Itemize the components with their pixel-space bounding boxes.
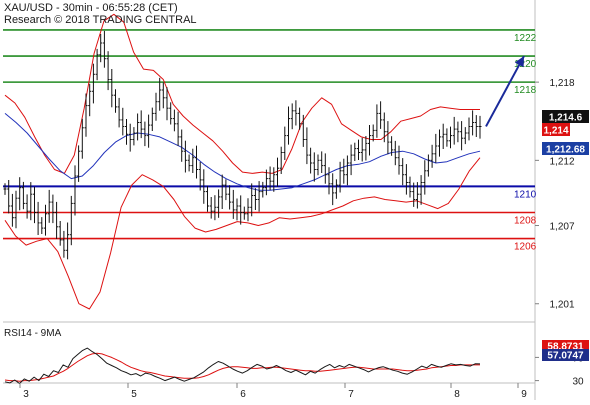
level-label-1208: 1208 (514, 215, 537, 226)
chart-symbol-title: XAU/USD - 30min - 06:55:28 (CET) (4, 2, 178, 14)
moving-average-badge-box (542, 142, 589, 155)
levels-layer: 1222 1220 1218 1210 1208 1206 (3, 29, 537, 253)
rsi-panel-title: RSI14 - 9MA (4, 328, 62, 339)
price-axis-tick-label: 1,207 (549, 222, 574, 233)
chart-credit-line: Research © 2018 TRADING CENTRAL (4, 14, 197, 26)
level-label-1218: 1218 (514, 85, 537, 96)
bid-price-badge-label: 1,214 (543, 126, 568, 137)
rsi-ma-value-badge-label: 57.0747 (547, 351, 584, 362)
x-axis-tick-label: 5 (131, 389, 137, 400)
x-axis-tick-label: 8 (454, 389, 460, 400)
bollinger-layer (4, 13, 481, 310)
price-axis-badges: 1,214.6 1,214 1,212.68 (542, 110, 589, 156)
price-axis-tick-label: 1,201 (549, 300, 574, 311)
bid-price-badge-box (542, 123, 570, 136)
x-axis-tick-label: 9 (521, 389, 527, 400)
rsi-line (4, 347, 481, 384)
x-axis-ticks: 3 5 6 7 8 9 (19, 383, 527, 400)
level-label-1220: 1220 (514, 59, 537, 70)
price-axis-ticks: 1,218 1,212 1,207 1,201 (535, 78, 575, 311)
x-axis-tick-label: 3 (23, 389, 29, 400)
moving-average-badge-label: 1,212.68 (546, 145, 585, 156)
x-axis-tick-label: 7 (348, 389, 354, 400)
x-axis-tick-label: 6 (240, 389, 246, 400)
rsi-ma-value-badge-box (542, 349, 589, 361)
rsi-lines-layer (4, 347, 481, 384)
level-label-1222: 1222 (514, 33, 537, 44)
bollinger-upper-line (4, 13, 480, 174)
price-axis-tick-label: 1,212 (549, 156, 574, 167)
level-label-1210: 1210 (514, 189, 537, 200)
current-price-badge-box (542, 110, 589, 123)
current-price-badge-label: 1,214.6 (549, 113, 583, 124)
price-bars-layer (3, 30, 482, 260)
projection-arrow-head (514, 56, 524, 68)
rsi-axis-tick-label: 30 (572, 377, 584, 388)
moving-average-line (4, 113, 481, 191)
projection-arrow-shaft (485, 55, 525, 127)
level-label-1206: 1206 (514, 242, 537, 253)
moving-average-layer (4, 113, 481, 191)
bollinger-lower-line (4, 157, 481, 310)
rsi-value-badge-label: 58.8731 (547, 342, 584, 353)
projection-layer (485, 55, 525, 127)
rsi-ma-line (4, 352, 480, 382)
price-axis-tick-label: 1,218 (549, 78, 574, 89)
